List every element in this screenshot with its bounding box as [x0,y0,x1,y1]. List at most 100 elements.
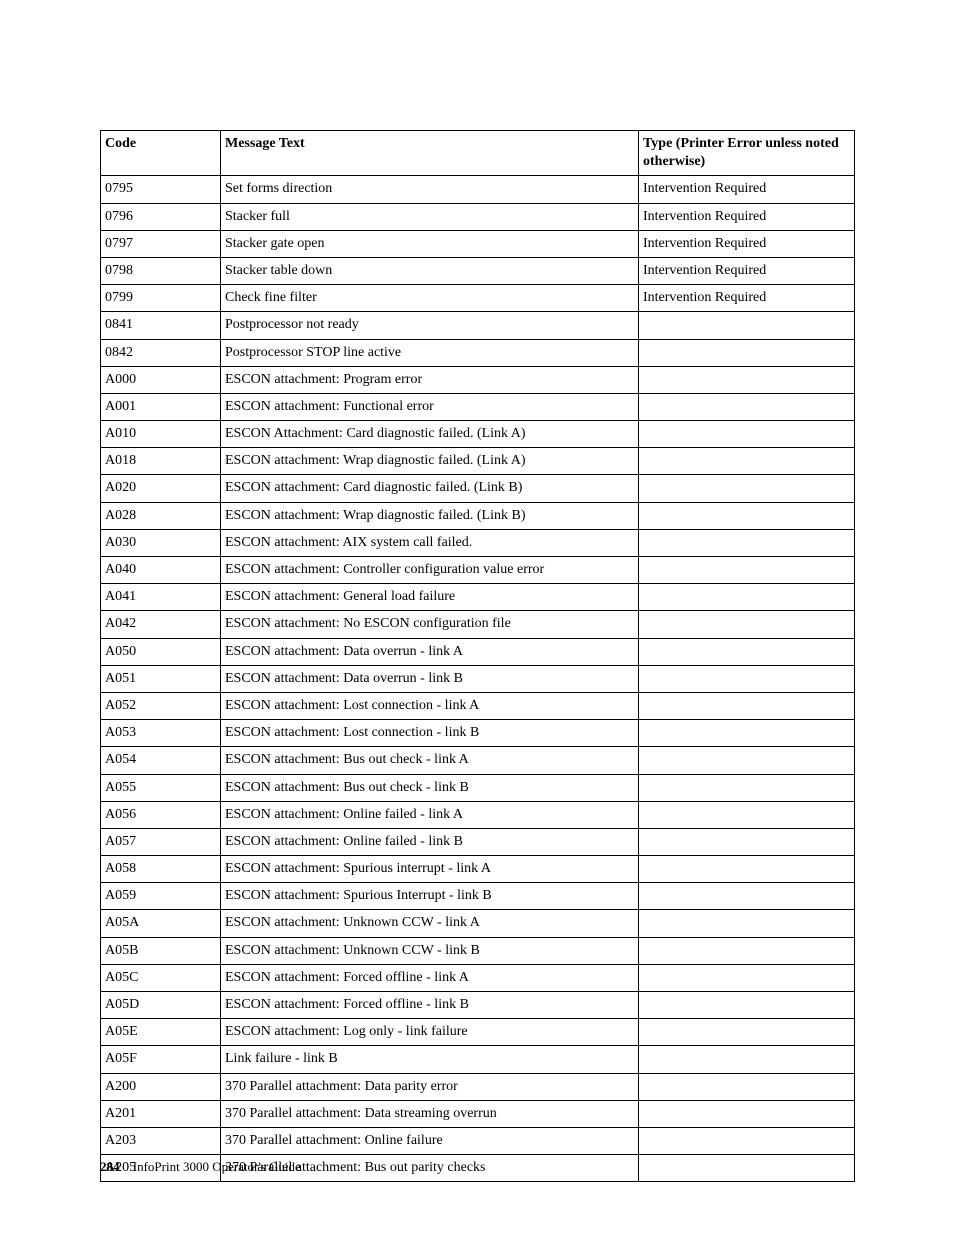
cell-message: 370 Parallel attachment: Online failure [221,1127,639,1154]
cell-message: Postprocessor not ready [221,312,639,339]
cell-message: ESCON attachment: Bus out check - link A [221,747,639,774]
cell-message: Link failure - link B [221,1046,639,1073]
cell-type: Intervention Required [639,176,855,203]
cell-message: ESCON attachment: Spurious Interrupt - l… [221,883,639,910]
cell-message: Stacker table down [221,257,639,284]
cell-message: ESCON attachment: Wrap diagnostic failed… [221,448,639,475]
cell-type [639,883,855,910]
cell-message: ESCON attachment: General load failure [221,584,639,611]
cell-type [639,1019,855,1046]
table-row: 0799Check fine filterIntervention Requir… [101,285,855,312]
cell-message: ESCON attachment: Unknown CCW - link B [221,937,639,964]
cell-type [639,502,855,529]
table-row: A05AESCON attachment: Unknown CCW - link… [101,910,855,937]
cell-code: A010 [101,421,221,448]
cell-type [639,448,855,475]
table-row: 0841Postprocessor not ready [101,312,855,339]
cell-type [639,720,855,747]
cell-code: A056 [101,801,221,828]
cell-code: A001 [101,393,221,420]
table-row: 0842Postprocessor STOP line active [101,339,855,366]
page-footer: 284 InfoPrint 3000 Operator's Guide [100,1159,301,1175]
table-row: A053ESCON attachment: Lost connection - … [101,720,855,747]
cell-code: A028 [101,502,221,529]
cell-type: Intervention Required [639,285,855,312]
header-code: Code [101,131,221,176]
cell-message: Check fine filter [221,285,639,312]
table-row: A052ESCON attachment: Lost connection - … [101,692,855,719]
page-number: 284 [100,1159,120,1174]
cell-message: ESCON attachment: Forced offline - link … [221,964,639,991]
cell-message: ESCON attachment: Lost connection - link… [221,720,639,747]
cell-type [639,557,855,584]
error-codes-table: Code Message Text Type (Printer Error un… [100,130,855,1182]
cell-type [639,937,855,964]
table-row: A051ESCON attachment: Data overrun - lin… [101,665,855,692]
cell-code: A057 [101,828,221,855]
cell-message: ESCON attachment: Data overrun - link B [221,665,639,692]
table-row: A000ESCON attachment: Program error [101,366,855,393]
cell-code: A203 [101,1127,221,1154]
table-row: A010ESCON Attachment: Card diagnostic fa… [101,421,855,448]
cell-type [639,801,855,828]
cell-message: ESCON attachment: Data overrun - link A [221,638,639,665]
table-row: A020ESCON attachment: Card diagnostic fa… [101,475,855,502]
table-body: 0795Set forms directionIntervention Requ… [101,176,855,1182]
table-row: A201370 Parallel attachment: Data stream… [101,1100,855,1127]
cell-code: A059 [101,883,221,910]
document-page: Code Message Text Type (Printer Error un… [0,0,954,1235]
cell-code: A054 [101,747,221,774]
cell-type [639,339,855,366]
cell-message: ESCON attachment: Unknown CCW - link A [221,910,639,937]
cell-type [639,692,855,719]
footer-title: InfoPrint 3000 Operator's Guide [133,1159,301,1174]
cell-type: Intervention Required [639,257,855,284]
cell-code: A055 [101,774,221,801]
table-row: A041ESCON attachment: General load failu… [101,584,855,611]
cell-code: A053 [101,720,221,747]
cell-type [639,529,855,556]
cell-message: ESCON attachment: Bus out check - link B [221,774,639,801]
table-row: A05FLink failure - link B [101,1046,855,1073]
table-row: A05CESCON attachment: Forced offline - l… [101,964,855,991]
cell-code: 0841 [101,312,221,339]
cell-message: ESCON attachment: Spurious interrupt - l… [221,856,639,883]
cell-message: ESCON Attachment: Card diagnostic failed… [221,421,639,448]
cell-type [639,1073,855,1100]
cell-type [639,774,855,801]
table-row: A001ESCON attachment: Functional error [101,393,855,420]
cell-message: ESCON attachment: Log only - link failur… [221,1019,639,1046]
table-row: A055ESCON attachment: Bus out check - li… [101,774,855,801]
cell-message: ESCON attachment: Wrap diagnostic failed… [221,502,639,529]
cell-type [639,475,855,502]
table-row: A056ESCON attachment: Online failed - li… [101,801,855,828]
table-header-row: Code Message Text Type (Printer Error un… [101,131,855,176]
table-row: A059ESCON attachment: Spurious Interrupt… [101,883,855,910]
table-row: A057ESCON attachment: Online failed - li… [101,828,855,855]
table-row: A030ESCON attachment: AIX system call fa… [101,529,855,556]
cell-message: ESCON attachment: Card diagnostic failed… [221,475,639,502]
cell-message: Postprocessor STOP line active [221,339,639,366]
cell-code: A000 [101,366,221,393]
cell-type [639,910,855,937]
cell-type [639,992,855,1019]
cell-message: 370 Parallel attachment: Data parity err… [221,1073,639,1100]
cell-type [639,421,855,448]
cell-message: ESCON attachment: Online failed - link B [221,828,639,855]
cell-code: A018 [101,448,221,475]
cell-type [639,584,855,611]
cell-type [639,1100,855,1127]
table-row: A058ESCON attachment: Spurious interrupt… [101,856,855,883]
cell-code: A05C [101,964,221,991]
table-row: A054ESCON attachment: Bus out check - li… [101,747,855,774]
cell-message: 370 Parallel attachment: Data streaming … [221,1100,639,1127]
table-row: A05EESCON attachment: Log only - link fa… [101,1019,855,1046]
cell-message: ESCON attachment: Controller configurati… [221,557,639,584]
cell-code: 0797 [101,230,221,257]
cell-code: A05B [101,937,221,964]
cell-type [639,747,855,774]
table-row: A042ESCON attachment: No ESCON configura… [101,611,855,638]
table-row: A040ESCON attachment: Controller configu… [101,557,855,584]
table-row: 0795Set forms directionIntervention Requ… [101,176,855,203]
cell-message: Stacker gate open [221,230,639,257]
